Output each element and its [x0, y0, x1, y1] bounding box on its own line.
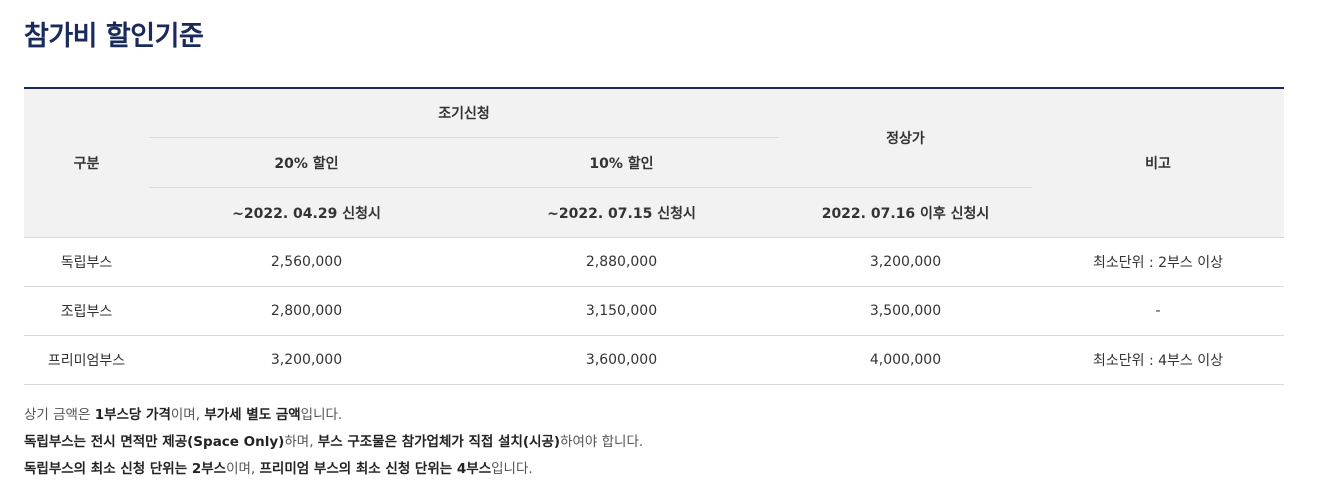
- booth-type: 조립부스: [24, 286, 149, 336]
- note-line-space-only: 독립부스는 전시 면적만 제공(Space Only)하며, 부스 구조물은 참…: [24, 434, 644, 450]
- price-10: 3,600,000: [464, 335, 779, 385]
- price-20: 2,560,000: [149, 237, 464, 287]
- price-20: 2,800,000: [149, 286, 464, 336]
- table-row: 독립부스 2,560,000 2,880,000 3,200,000 최소단위 …: [24, 237, 1284, 287]
- booth-type: 독립부스: [24, 237, 149, 287]
- header-date-20: ~2022. 04.29 신청시: [149, 187, 464, 238]
- remark: 최소단위 : 2부스 이상: [1032, 237, 1284, 287]
- note-line-minimum-unit: 독립부스의 최소 신청 단위는 2부스이며, 프리미엄 부스의 최소 신청 단위…: [24, 461, 533, 477]
- header-regular-price: 정상가: [779, 88, 1032, 188]
- price-20: 3,200,000: [149, 335, 464, 385]
- page-title: 참가비 할인기준: [24, 21, 204, 52]
- price-regular: 3,500,000: [779, 286, 1032, 336]
- header-date-regular: 2022. 07.16 이후 신청시: [779, 187, 1032, 238]
- fee-table: 구분 조기신청 정상가 비고 20% 할인 10% 할인 ~2022. 04.2…: [24, 87, 1284, 385]
- header-early-application: 조기신청: [149, 88, 779, 138]
- header-date-10: ~2022. 07.15 신청시: [464, 187, 779, 238]
- table-row: 프리미엄부스 3,200,000 3,600,000 4,000,000 최소단…: [24, 335, 1284, 385]
- header-discount-10: 10% 할인: [464, 137, 779, 188]
- header-remarks: 비고: [1032, 88, 1284, 238]
- price-10: 3,150,000: [464, 286, 779, 336]
- notes: 상기 금액은 1부스당 가격이며, 부가세 별도 금액입니다. 독립부스는 전시…: [24, 402, 643, 483]
- price-10: 2,880,000: [464, 237, 779, 287]
- price-regular: 3,200,000: [779, 237, 1032, 287]
- table-row: 조립부스 2,800,000 3,150,000 3,500,000 -: [24, 286, 1284, 336]
- remark: -: [1032, 286, 1284, 336]
- header-discount-20: 20% 할인: [149, 137, 464, 188]
- price-regular: 4,000,000: [779, 335, 1032, 385]
- note-line-price: 상기 금액은 1부스당 가격이며, 부가세 별도 금액입니다.: [24, 407, 343, 423]
- header-category: 구분: [24, 88, 149, 238]
- remark: 최소단위 : 4부스 이상: [1032, 335, 1284, 385]
- booth-type: 프리미엄부스: [24, 335, 149, 385]
